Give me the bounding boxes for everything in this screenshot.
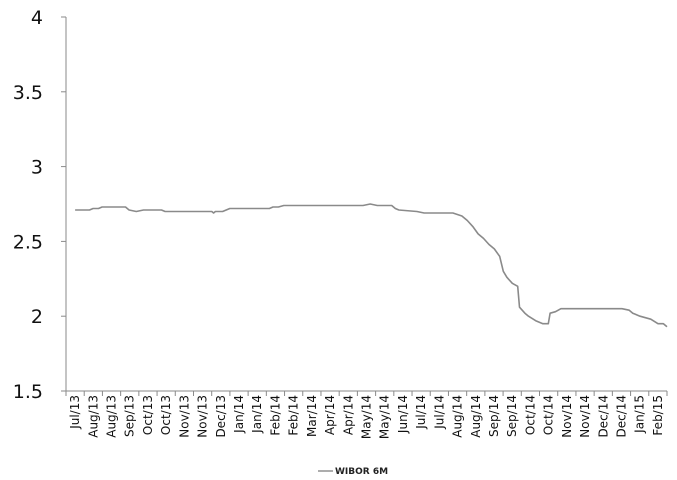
legend-label-wibor-6m: WIBOR 6M — [335, 467, 388, 477]
x-tick-label: Nov/14 — [578, 395, 592, 438]
y-tick-label: 3 — [31, 157, 43, 179]
x-tick-label: Oct/14 — [523, 395, 537, 435]
x-tick-label: May/14 — [360, 395, 374, 439]
x-tick-label: Apr/14 — [341, 395, 355, 435]
x-tick-label: Nov/13 — [196, 395, 210, 438]
series-line-wibor-6m — [75, 203, 668, 328]
x-tick-label: Jul/14 — [432, 395, 446, 430]
y-axis: 1.5 2 2.5 3 3.5 4 — [13, 7, 67, 403]
y-tick-label: 1.5 — [13, 381, 43, 403]
x-tick-label: Sep/14 — [487, 395, 501, 437]
series-layer — [75, 203, 668, 328]
y-tick-label: 2.5 — [13, 231, 43, 253]
x-tick-label: Nov/14 — [560, 395, 574, 438]
x-tick-label: Aug/14 — [469, 395, 483, 438]
x-tick-label: Aug/14 — [451, 395, 465, 438]
x-tick-label: Dec/14 — [614, 395, 628, 438]
x-tick-label: Feb/14 — [287, 395, 301, 436]
x-tick-label: Oct/14 — [542, 395, 556, 435]
x-tick-label: Oct/13 — [159, 395, 173, 435]
x-tick-label: Sep/14 — [505, 395, 519, 437]
x-tick-label: Jul/13 — [68, 395, 82, 430]
x-tick-label: Feb/15 — [651, 395, 665, 436]
x-tick-label: Aug/13 — [105, 395, 119, 438]
x-axis: Jul/13 Aug/13 Aug/13 Sep/13 Oct/13 Oct/13 Nov/… — [65, 390, 668, 439]
legend: WIBOR 6M — [318, 467, 388, 477]
x-tick-label: Jul/14 — [414, 395, 428, 430]
x-tick-label: Sep/13 — [123, 395, 137, 437]
x-tick-label: Apr/14 — [323, 395, 337, 435]
y-tick-label: 4 — [31, 7, 43, 29]
x-tick-label: Aug/13 — [86, 395, 100, 438]
x-tick-label: May/14 — [378, 395, 392, 439]
x-tick-label: Dec/13 — [214, 395, 228, 438]
x-tick-label: Jan/14 — [250, 395, 264, 434]
x-tick-label: Jan/15 — [633, 395, 647, 434]
y-tick-label: 3.5 — [13, 82, 43, 104]
x-tick-label: Jan/14 — [232, 395, 246, 434]
x-tick-label: Dec/14 — [596, 395, 610, 438]
y-tick-label: 2 — [31, 306, 43, 328]
x-tick-label: Feb/14 — [268, 395, 282, 436]
x-tick-label: Nov/13 — [177, 395, 191, 438]
x-tick-label: Jun/14 — [396, 395, 410, 434]
x-tick-label: Oct/13 — [141, 395, 155, 435]
x-tick-label: Mar/14 — [305, 395, 319, 437]
